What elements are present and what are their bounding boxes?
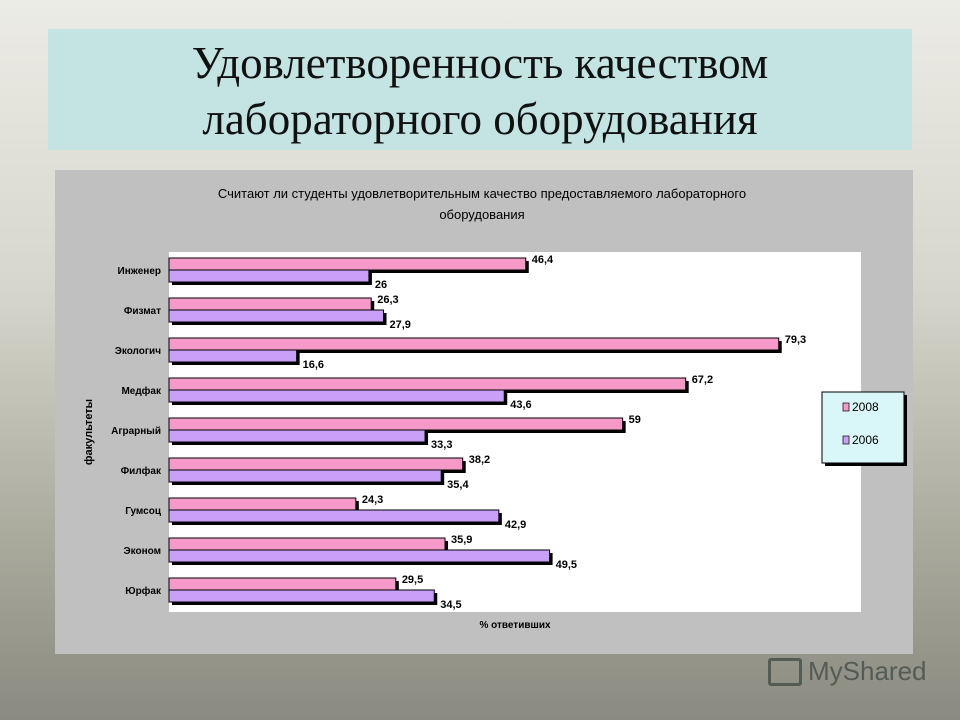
category-label: Инженер [118, 266, 161, 277]
data-label: 26 [375, 279, 387, 291]
slide-title-line2: лабораторного оборудования [202, 94, 758, 144]
category-label: Медфак [121, 385, 162, 397]
chart-title: Считают ли студенты удовлетворительным к… [218, 186, 746, 201]
data-label: 33,3 [431, 439, 452, 451]
bar-2008 [168, 257, 527, 271]
data-label: 34,5 [440, 599, 461, 611]
legend-swatch-2008 [842, 402, 850, 412]
bar-2008 [168, 497, 357, 511]
data-label: 42,9 [505, 519, 526, 531]
data-label: 35,4 [447, 479, 469, 491]
legend-label: 2008 [852, 400, 879, 414]
watermark: MyShared [768, 656, 927, 687]
data-label: 43,6 [510, 399, 531, 411]
data-label: 29,5 [402, 574, 423, 586]
bar-2008 [168, 377, 687, 391]
data-label: 24,3 [362, 494, 383, 506]
bar-2006 [168, 349, 298, 363]
bar-2006 [168, 549, 551, 563]
watermark-text: MyShared [808, 656, 927, 686]
data-label: 59 [629, 414, 641, 426]
legend [821, 391, 905, 464]
slide-title-box: Удовлетворенность качеством лабораторног… [48, 29, 912, 150]
category-label: Экологич [115, 346, 161, 357]
legend-swatch-2006 [842, 435, 850, 445]
category-label: Эконом [123, 546, 161, 557]
chart-title: оборудования [439, 207, 524, 222]
data-label: 46,4 [532, 254, 554, 266]
slide-title-line1: Удовлетворенность качеством [191, 38, 769, 88]
bar-2008 [168, 417, 624, 431]
bar-2006 [168, 269, 370, 283]
bar-2008 [168, 457, 464, 471]
data-label: 27,9 [390, 319, 411, 331]
bar-2006 [168, 509, 500, 523]
presentation-icon [768, 658, 802, 686]
bar-2008 [168, 537, 446, 551]
legend-label: 2006 [852, 433, 879, 447]
data-label: 67,2 [692, 374, 713, 386]
bar-2006 [168, 309, 385, 323]
data-label: 49,5 [556, 559, 577, 571]
category-label: Юрфак [125, 585, 162, 597]
bar-2008 [168, 337, 780, 351]
bar-2006 [168, 589, 435, 603]
category-label: Филфак [121, 465, 162, 477]
data-label: 38,2 [469, 454, 490, 466]
bar-2006 [168, 389, 505, 403]
bar-2006 [168, 469, 442, 483]
y-axis-label: факультеты [83, 399, 95, 465]
bar-2006 [168, 429, 426, 443]
category-label: Физмат [124, 306, 161, 317]
data-label: 16,6 [303, 359, 324, 371]
x-axis-label: % ответивших [479, 620, 551, 631]
data-label: 79,3 [785, 334, 806, 346]
bar-2008 [168, 577, 397, 591]
category-label: Аграрный [111, 426, 161, 437]
data-label: 26,3 [377, 294, 398, 306]
data-label: 35,9 [451, 534, 472, 546]
category-label: Гумсоц [125, 506, 162, 517]
bar-2008 [168, 297, 372, 311]
